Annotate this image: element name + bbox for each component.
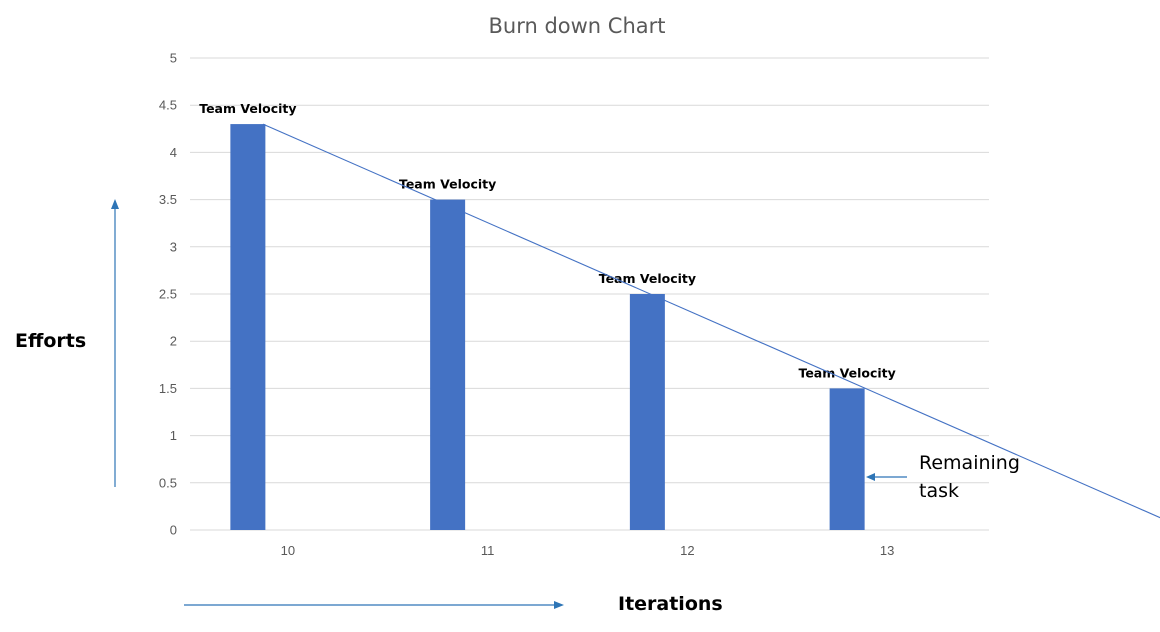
x-tick-label: 11 bbox=[481, 543, 495, 558]
y-tick-labels: 0 0.5 1 1.5 2 2.5 3 3.5 4 4.5 5 bbox=[159, 51, 177, 538]
y-tick-label: 0.5 bbox=[159, 475, 177, 490]
y-tick-label: 3 bbox=[170, 239, 177, 254]
y-tick-label: 5 bbox=[170, 51, 177, 66]
bar bbox=[629, 294, 665, 530]
x-tick-labels: 10 11 12 13 bbox=[281, 543, 895, 558]
x-tick-label: 13 bbox=[880, 543, 894, 558]
chart-title: Burn down Chart bbox=[488, 14, 665, 38]
bar bbox=[230, 124, 266, 530]
data-labels: Team Velocity Team Velocity Team Velocity T… bbox=[199, 101, 896, 380]
y-tick-label: 2 bbox=[170, 334, 177, 349]
x-tick-label: 10 bbox=[281, 543, 295, 558]
y-tick-label: 1 bbox=[170, 428, 177, 443]
y-tick-label: 4 bbox=[170, 145, 177, 160]
remaining-task-label-line1: Remaining bbox=[919, 452, 1020, 474]
x-axis-arrow-head bbox=[554, 601, 564, 609]
trend-line-segment bbox=[262, 123, 1160, 519]
data-label: Team Velocity bbox=[599, 271, 696, 286]
y-tick-label: 0 bbox=[170, 523, 177, 538]
bar bbox=[430, 199, 466, 530]
gridlines bbox=[190, 57, 989, 531]
bar bbox=[829, 388, 865, 530]
data-label: Team Velocity bbox=[399, 177, 496, 192]
data-label: Team Velocity bbox=[199, 101, 296, 116]
remaining-task-label-line2: task bbox=[919, 480, 959, 502]
x-axis-title: Iterations bbox=[618, 593, 723, 615]
x-tick-label: 12 bbox=[680, 543, 694, 558]
y-tick-label: 2.5 bbox=[159, 287, 177, 302]
y-axis-arrow-head bbox=[111, 199, 119, 209]
y-tick-label: 3.5 bbox=[159, 192, 177, 207]
y-tick-label: 1.5 bbox=[159, 381, 177, 396]
data-label: Team Velocity bbox=[798, 365, 895, 380]
trend-line bbox=[262, 123, 1160, 519]
y-tick-label: 4.5 bbox=[159, 98, 177, 113]
y-axis-title: Efforts bbox=[15, 330, 86, 352]
bars bbox=[230, 124, 865, 530]
remaining-task-arrow-head bbox=[866, 473, 875, 481]
